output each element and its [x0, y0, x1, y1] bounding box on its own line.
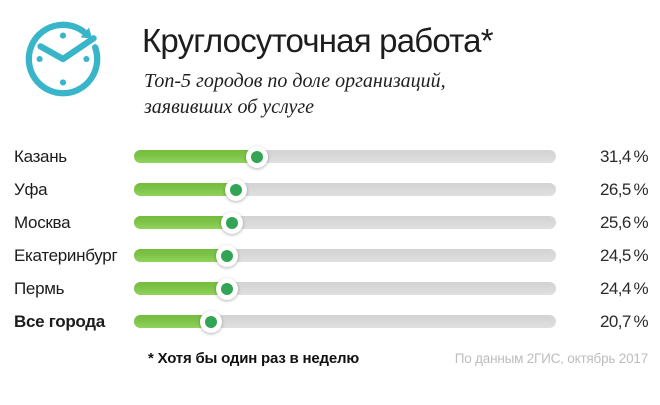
category-label: Уфа — [14, 179, 48, 199]
value-label: 20,7 % — [599, 311, 649, 331]
knob-dot — [250, 150, 263, 163]
value-label: 24,5 % — [599, 245, 649, 265]
page-title: Круглосуточная работа* — [142, 22, 494, 59]
slider-knob — [215, 277, 238, 300]
value-label: 31,4 % — [599, 146, 649, 166]
category-label: Все города — [14, 311, 105, 331]
progress-slider — [134, 277, 556, 300]
slider-track — [134, 282, 556, 295]
progress-slider — [134, 211, 556, 234]
footer: * Хотя бы один раз в неделю По данным 2Г… — [148, 350, 648, 367]
value-label: 25,6 % — [599, 212, 649, 232]
category-label: Екатеринбург — [14, 245, 118, 265]
category-label: Москва — [14, 212, 71, 232]
slider-track — [134, 315, 556, 328]
progress-slider — [134, 310, 556, 333]
slider-track — [134, 249, 556, 262]
subtitle-line-2: заявивших об услуге — [144, 96, 314, 118]
knob-dot — [205, 315, 218, 328]
slider-fill — [134, 315, 222, 328]
category-label: Пермь — [14, 278, 65, 298]
clock-arrow-icon — [18, 14, 108, 104]
slider-knob — [221, 211, 244, 234]
slider-fill — [134, 183, 246, 196]
chart-row: Все города 20,7 % — [0, 305, 660, 338]
category-label: Казань — [14, 146, 67, 166]
chart-row: Уфа 26,5 % — [0, 173, 660, 206]
source-attribution: По данным 2ГИС, октябрь 2017 — [454, 351, 648, 366]
slider-knob — [216, 244, 239, 267]
knob-dot — [221, 249, 234, 262]
slider-knob — [224, 178, 247, 201]
slider-fill — [134, 216, 243, 229]
slider-fill — [134, 150, 267, 163]
subtitle-line-1: Топ-5 городов по доле организаций, — [144, 70, 446, 92]
footnote-text: * Хотя бы один раз в неделю — [148, 350, 359, 367]
value-label: 26,5 % — [599, 179, 649, 199]
chart-row: Казань 31,4 % — [0, 140, 660, 173]
slider-knob — [200, 310, 223, 333]
chart-row: Екатеринбург 24,5 % — [0, 239, 660, 272]
page-subtitle: Топ-5 городов по доле организаций, заяви… — [144, 68, 446, 120]
chart-row: Москва 25,6 % — [0, 206, 660, 239]
knob-dot — [226, 216, 239, 229]
slider-fill — [134, 282, 237, 295]
chart-rows: Казань 31,4 % Уфа 26,5 % Москва — [0, 140, 660, 338]
value-label: 24,4 % — [599, 278, 649, 298]
knob-dot — [229, 183, 242, 196]
progress-slider — [134, 178, 556, 201]
chart-row: Пермь 24,4 % — [0, 272, 660, 305]
progress-slider — [134, 145, 556, 168]
progress-slider — [134, 244, 556, 267]
knob-dot — [220, 282, 233, 295]
slider-fill — [134, 249, 238, 262]
slider-knob — [245, 145, 268, 168]
